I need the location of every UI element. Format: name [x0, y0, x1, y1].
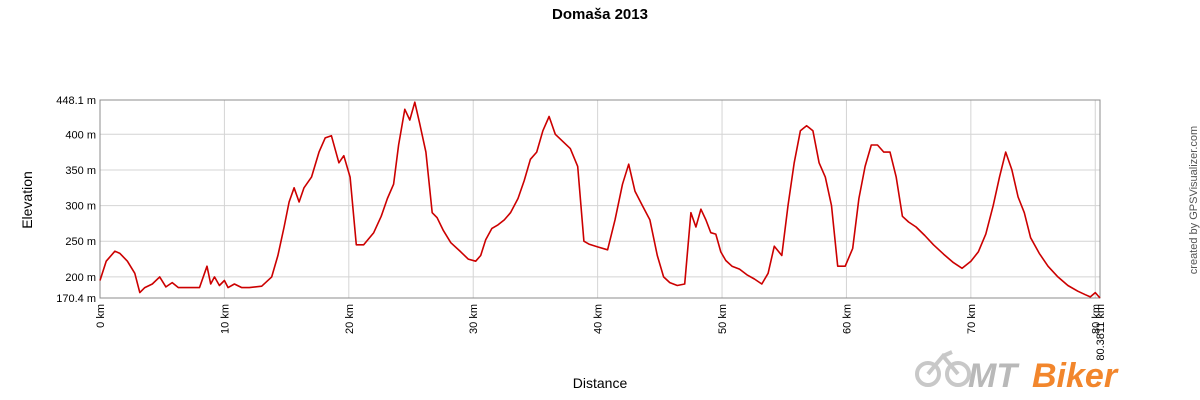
y-tick-label-5: 400 m [65, 129, 96, 141]
y-tick-label-3: 300 m [65, 201, 96, 213]
y-tick-label-2: 250 m [65, 236, 96, 248]
grid-lines [99, 99, 1101, 299]
credit-text: created by GPSVisualizer.com [1188, 126, 1200, 274]
y-tick-labels: 170.4 m 200 m 250 m 300 m 350 m 400 m 448.1 m [56, 95, 96, 305]
bike-rider-icon [915, 350, 971, 387]
x-tick-label-8: 80 km [1090, 304, 1102, 334]
y-tick-label-1: 200 m [65, 272, 96, 284]
mtbiker-logo: MT Biker [915, 350, 1119, 395]
x-tick-label-0: 0 km [95, 304, 107, 328]
x-tick-label-4: 40 km [593, 304, 605, 334]
plot-frame [99, 99, 1101, 299]
x-tick-label-2: 20 km [344, 304, 356, 334]
x-tick-label-1: 10 km [219, 304, 231, 334]
series-layer [99, 101, 1101, 299]
x-tick-label-6: 60 km [841, 304, 853, 334]
y-tick-label-4: 350 m [65, 165, 96, 177]
logo-text-biker: Biker [1032, 357, 1119, 395]
x-tick-labels: 0 km 10 km 20 km 30 km 40 km 50 km 60 km 70 km 8… [95, 304, 1107, 361]
x-tick-label-3: 30 km [468, 304, 480, 334]
x-tick-label-7: 70 km [966, 304, 978, 334]
x-axis-label: Distance [573, 375, 628, 391]
x-tick-label-5: 50 km [717, 304, 729, 334]
y-tick-label-6: 448.1 m [56, 95, 96, 107]
y-axis-label: Elevation [19, 171, 35, 229]
logo-text-mt: MT [968, 357, 1020, 395]
y-tick-label-0: 170.4 m [56, 293, 96, 305]
series-line-0 [99, 101, 1101, 299]
x-tick-label-9: 80.3811 km [1095, 304, 1107, 361]
chart-title: Domaša 2013 [552, 6, 648, 23]
